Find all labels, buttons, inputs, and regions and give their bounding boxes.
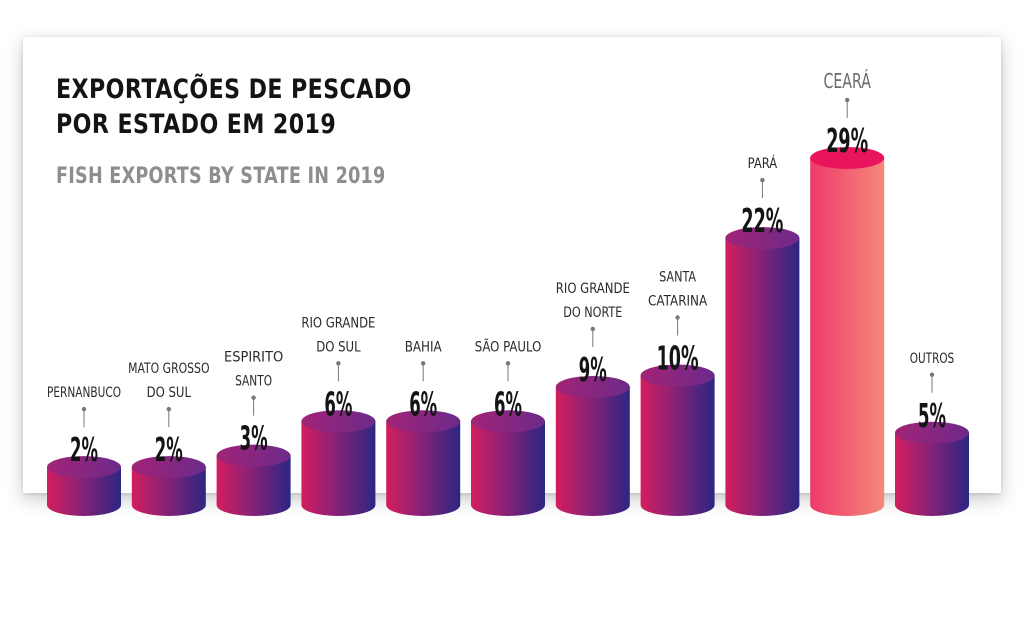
category-label: SANTA bbox=[659, 270, 696, 286]
bar-4: 6% RIO GRANDE DO SUL bbox=[301, 315, 376, 516]
category-label: BAHIA bbox=[405, 339, 442, 355]
bar-top bbox=[131, 456, 206, 479]
bar-body bbox=[386, 421, 461, 516]
category-label: CEARÁ bbox=[823, 69, 871, 93]
bar-body bbox=[810, 157, 885, 516]
bar-body bbox=[640, 375, 715, 516]
category-label: OUTROS bbox=[910, 351, 954, 367]
bar-body bbox=[216, 455, 291, 516]
value-label: 6% bbox=[494, 384, 522, 423]
leader-dot bbox=[760, 177, 765, 183]
value-label: 5% bbox=[918, 396, 946, 435]
value-label: 2% bbox=[155, 430, 183, 469]
bar-top bbox=[555, 375, 630, 398]
value-label: 3% bbox=[240, 419, 268, 458]
category-label: RIO GRANDE bbox=[301, 315, 375, 331]
bar-body bbox=[555, 386, 630, 516]
bar-body bbox=[47, 467, 121, 516]
value-label: 2% bbox=[70, 430, 98, 469]
leader-dot bbox=[81, 406, 87, 412]
bar-body bbox=[131, 467, 206, 516]
bar-body bbox=[471, 421, 545, 516]
bar-5: 6% BAHIA bbox=[386, 339, 461, 516]
bar-top bbox=[386, 410, 461, 433]
category-label: DO SUL bbox=[316, 339, 361, 355]
leader-dot bbox=[251, 395, 256, 400]
category-label: RIO GRANDE bbox=[556, 281, 630, 297]
bar-top bbox=[640, 364, 715, 387]
bar-top bbox=[810, 146, 885, 169]
leader-dot bbox=[929, 372, 935, 377]
category-label: DO NORTE bbox=[563, 305, 622, 321]
leader-dot bbox=[675, 315, 680, 320]
bar-11: 5% OUTROS bbox=[895, 351, 969, 516]
bar-1: 2% PERNANBUCO bbox=[47, 385, 121, 516]
bar-body bbox=[725, 238, 800, 516]
bar-7: 9% RIO GRANDE DO NORTE bbox=[555, 281, 630, 516]
category-label: CATARINA bbox=[648, 294, 708, 310]
category-label: PARÁ bbox=[748, 155, 778, 172]
bar-9: 22% PARÁ bbox=[725, 155, 800, 516]
bar-top bbox=[895, 421, 969, 444]
category-label: SÃO PAULO bbox=[475, 338, 542, 355]
category-label: ESPIRITO bbox=[224, 350, 283, 366]
category-label: MATO GROSSO bbox=[128, 361, 209, 377]
chart-title: EXPORTAÇÕES DE PESCADO POR ESTADO EM 201… bbox=[56, 72, 412, 142]
bar-6: 6% SÃO PAULO bbox=[471, 338, 545, 516]
category-label: DO SUL bbox=[147, 385, 192, 401]
value-label: 29% bbox=[826, 121, 868, 160]
bar-2: 2% MATO GROSSO DO SUL bbox=[128, 361, 210, 516]
category-label: PERNANBUCO bbox=[47, 385, 121, 401]
value-label: 22% bbox=[741, 201, 783, 240]
value-label: 6% bbox=[324, 384, 352, 423]
title-line-1: EXPORTAÇÕES DE PESCADO bbox=[56, 74, 412, 105]
bar-top bbox=[301, 410, 376, 433]
bar-body bbox=[895, 432, 969, 516]
value-label: 6% bbox=[409, 384, 437, 423]
bar-3: 3% ESPIRITO SANTO bbox=[216, 350, 291, 516]
category-label: SANTO bbox=[235, 374, 272, 390]
chart-subtitle: FISH EXPORTS BY STATE IN 2019 bbox=[56, 164, 386, 189]
value-label: 10% bbox=[657, 339, 699, 378]
leader-dot bbox=[590, 326, 595, 332]
bar-body bbox=[301, 421, 376, 516]
bar-top bbox=[471, 410, 545, 433]
bar-10: 29% CEARÁ bbox=[810, 69, 885, 516]
leader-dot bbox=[505, 361, 511, 366]
leader-dot bbox=[845, 97, 850, 103]
bar-top bbox=[216, 444, 291, 467]
bar-top bbox=[47, 456, 121, 479]
leader-dot bbox=[421, 361, 426, 366]
leader-dot bbox=[336, 361, 341, 366]
bar-top bbox=[725, 227, 800, 250]
bar-8: 10% SANTA CATARINA bbox=[640, 270, 715, 516]
value-label: 9% bbox=[579, 350, 607, 389]
title-line-2: POR ESTADO EM 2019 bbox=[56, 109, 337, 140]
leader-dot bbox=[166, 406, 171, 412]
